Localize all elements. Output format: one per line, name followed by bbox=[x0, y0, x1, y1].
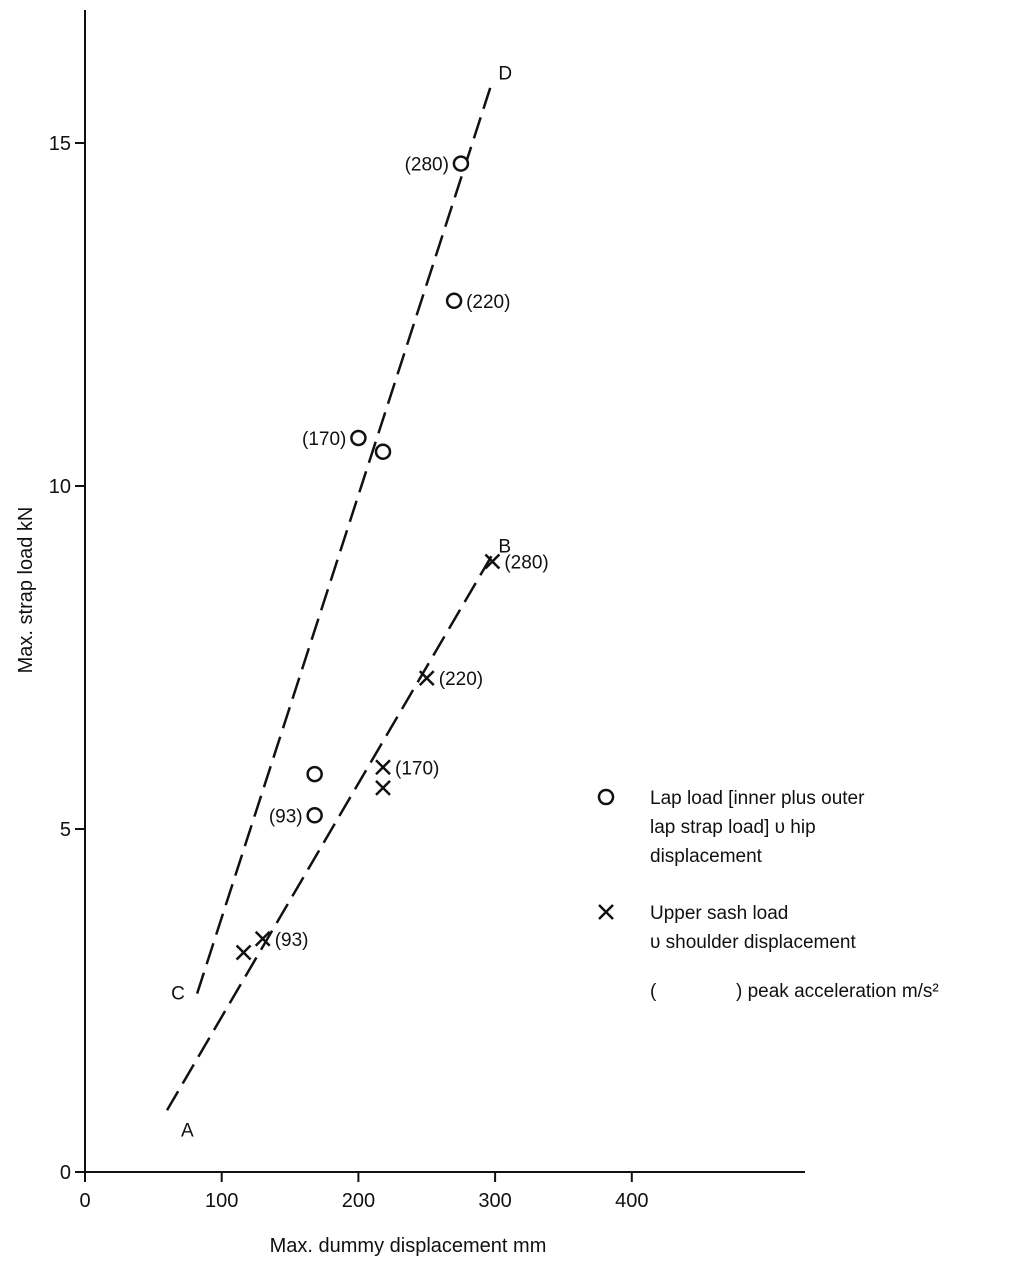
fit-lines: C D A B bbox=[165, 63, 512, 1141]
cross-stroke bbox=[254, 930, 271, 947]
legend-text: displacement bbox=[650, 846, 763, 867]
fit-line-a-b bbox=[165, 553, 494, 1111]
axis-ticks: 0 100 200 300 400 0 5 10 15 bbox=[49, 133, 649, 1212]
cross-stroke bbox=[418, 670, 435, 686]
point-labels: (280) (220) (170) (93) (280) (220) (170) (93) bbox=[269, 155, 549, 951]
axes bbox=[84, 10, 805, 1173]
cross-stroke bbox=[375, 779, 391, 796]
x-tick-label: 100 bbox=[205, 1190, 238, 1212]
legend: Lap load [inner plus outer lap strap load… bbox=[597, 788, 939, 1002]
point-label: (280) bbox=[504, 552, 548, 573]
circle-marker bbox=[445, 292, 463, 310]
y-tick-label: 0 bbox=[60, 1162, 71, 1184]
y-tick-label: 10 bbox=[49, 476, 71, 498]
legend-text: lap strap load] υ hip bbox=[650, 817, 816, 838]
cross-marker bbox=[484, 553, 501, 570]
point-label: (93) bbox=[275, 930, 309, 951]
fit-line-start-label: C bbox=[171, 984, 185, 1005]
fit-line-end-label: D bbox=[498, 63, 512, 84]
point-label: (220) bbox=[439, 669, 483, 690]
circle-marker bbox=[350, 429, 367, 447]
fit-line-start-label: A bbox=[181, 1120, 194, 1141]
y-tick-label: 15 bbox=[49, 133, 71, 155]
x-tick-label: 0 bbox=[79, 1190, 90, 1212]
point-label: (280) bbox=[405, 155, 449, 176]
circle-marker bbox=[306, 765, 323, 783]
y-tick-label: 5 bbox=[60, 819, 71, 841]
cross-marker bbox=[254, 930, 271, 947]
cross-marker bbox=[235, 944, 252, 961]
circle-marker bbox=[374, 443, 392, 460]
cross-stroke bbox=[598, 904, 614, 920]
point-label: (170) bbox=[395, 758, 439, 779]
cross-marker bbox=[375, 779, 391, 796]
cross-stroke bbox=[235, 944, 252, 961]
legend-text: Lap load [inner plus outer bbox=[650, 788, 865, 809]
cross-marker bbox=[375, 759, 391, 776]
point-label: (170) bbox=[302, 429, 346, 450]
cross-stroke bbox=[484, 553, 501, 570]
cross-stroke bbox=[375, 759, 391, 776]
y-axis-label: Max. strap load kN bbox=[15, 507, 37, 674]
legend-text: υ shoulder displacement bbox=[650, 932, 857, 953]
fit-line-end-label: B bbox=[498, 537, 511, 558]
x-axis-label: Max. dummy displacement mm bbox=[270, 1235, 547, 1257]
x-tick-label: 300 bbox=[478, 1190, 511, 1212]
circle-marker bbox=[452, 155, 470, 172]
x-tick-label: 200 bbox=[342, 1190, 375, 1212]
circle-marker bbox=[306, 807, 323, 824]
legend-cross-marker bbox=[598, 904, 614, 920]
legend-text: Upper sash load bbox=[650, 903, 788, 924]
x-tick-label: 400 bbox=[615, 1190, 648, 1212]
fit-line-c-d bbox=[195, 80, 494, 995]
legend-circle-marker bbox=[597, 788, 615, 806]
cross-marker bbox=[418, 670, 435, 686]
point-label: (220) bbox=[466, 292, 510, 313]
point-label: (93) bbox=[269, 806, 303, 827]
legend-text: ) peak acceleration m/s² bbox=[736, 981, 939, 1002]
data-markers bbox=[235, 155, 501, 961]
legend-text: ( bbox=[650, 981, 657, 1002]
